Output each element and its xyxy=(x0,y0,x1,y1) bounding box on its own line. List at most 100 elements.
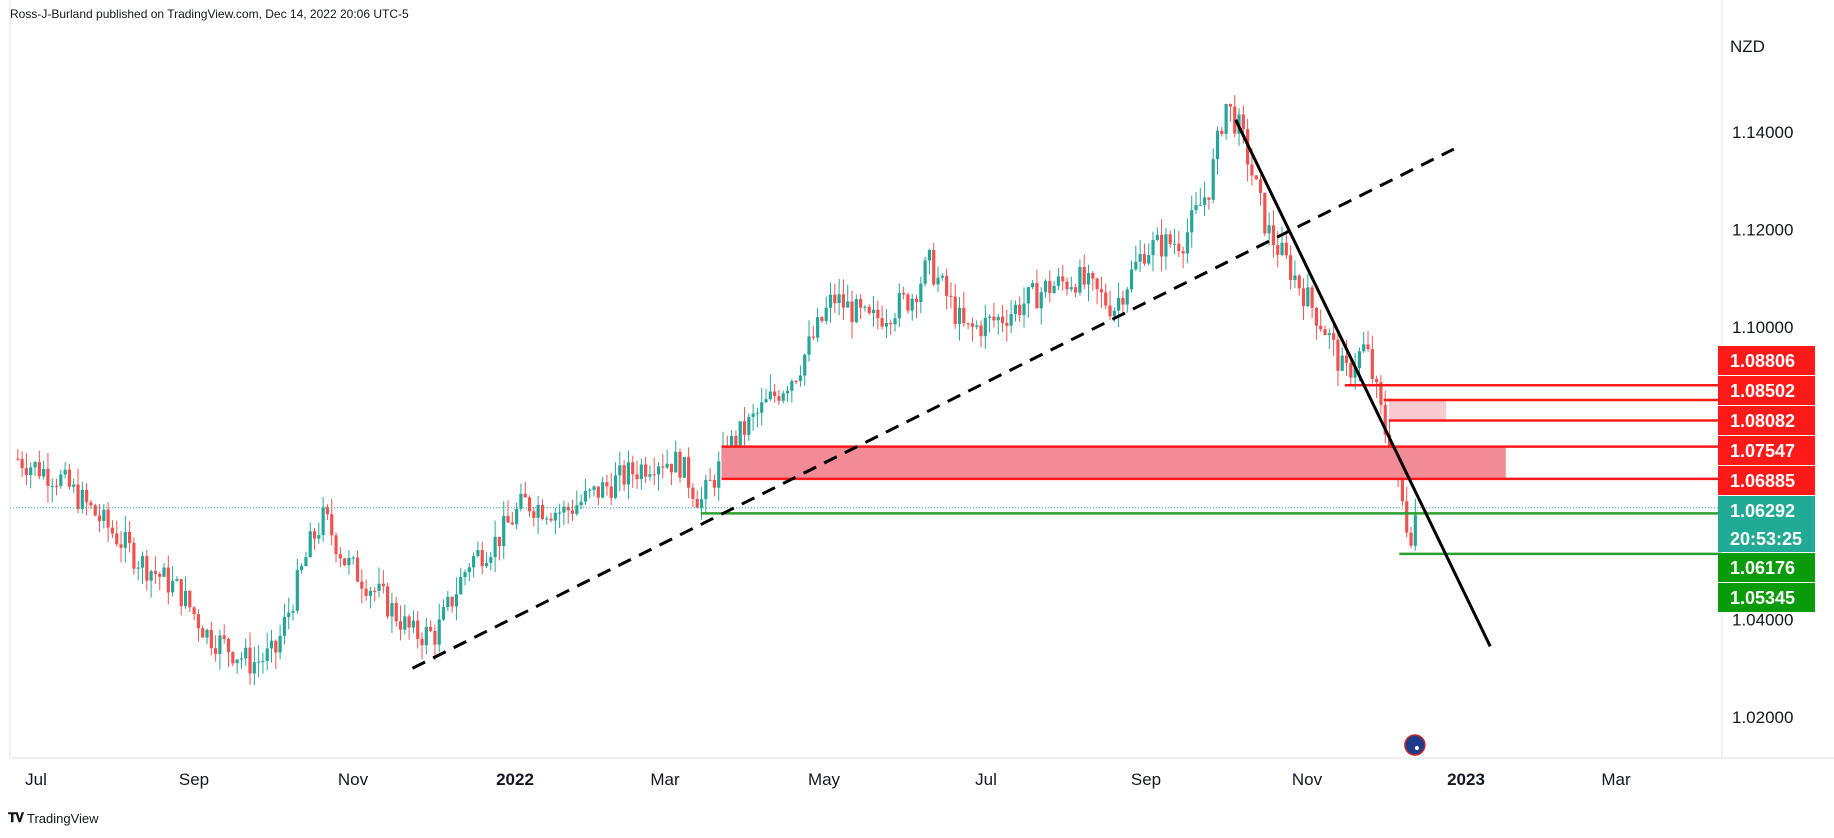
candle xyxy=(1267,212,1271,246)
candle xyxy=(1086,264,1091,302)
footer-branding: 𝐓𝐕 TradingView xyxy=(8,810,99,826)
candle xyxy=(403,604,407,635)
candle xyxy=(854,294,858,324)
bar-countdown: 20:53:25 xyxy=(1730,529,1802,549)
candle xyxy=(820,315,824,324)
candle xyxy=(527,495,532,517)
candle xyxy=(1293,260,1297,288)
candle xyxy=(1220,126,1224,137)
candle xyxy=(166,555,170,605)
candle xyxy=(24,453,29,486)
australia-flag-icon[interactable] xyxy=(1404,734,1426,756)
event-marker[interactable] xyxy=(1404,734,1426,756)
candle xyxy=(945,268,949,310)
candle xyxy=(282,603,287,645)
footer-brand: TradingView xyxy=(27,810,99,826)
candle xyxy=(1271,210,1276,258)
candle xyxy=(579,494,583,510)
candle xyxy=(269,629,274,663)
candle xyxy=(1383,390,1387,444)
candle xyxy=(910,294,914,321)
candle xyxy=(1108,290,1112,321)
solid-trendline[interactable] xyxy=(1234,119,1492,647)
candle xyxy=(433,624,437,661)
candle xyxy=(476,541,480,558)
candle xyxy=(656,462,661,491)
candle xyxy=(674,440,678,473)
candle xyxy=(510,512,514,526)
candle xyxy=(502,501,506,559)
price-axis[interactable]: NZD 1.14000 1.12000 1.10000 1.04000 1.02000 xyxy=(1730,37,1793,727)
trendline-layer[interactable] xyxy=(411,119,1492,670)
candle xyxy=(321,497,325,542)
candle xyxy=(919,276,923,314)
candle xyxy=(708,467,712,481)
candle xyxy=(785,386,790,402)
candle xyxy=(768,374,772,402)
candle xyxy=(338,547,342,568)
candle xyxy=(1061,264,1065,291)
supply-zone[interactable] xyxy=(721,446,1506,479)
price-tag: 1.08502 xyxy=(1718,376,1815,405)
price-tag-label: 1.07547 xyxy=(1730,441,1795,461)
candle xyxy=(523,481,527,498)
candle xyxy=(979,320,983,348)
candle xyxy=(1254,174,1258,180)
candle xyxy=(209,621,213,656)
candle xyxy=(1151,231,1155,272)
candle xyxy=(149,569,153,598)
candle xyxy=(1000,304,1005,333)
candle xyxy=(308,522,312,558)
candle xyxy=(932,242,936,287)
time-axis[interactable]: Jul Sep Nov 2022 Mar May Jul Sep Nov 2023 Mar xyxy=(25,770,1631,789)
candle xyxy=(416,611,420,649)
candle xyxy=(1147,243,1151,266)
candle xyxy=(777,389,781,406)
price-tag-label: 1.05345 xyxy=(1730,588,1795,608)
candle xyxy=(1323,325,1327,336)
candle xyxy=(992,303,996,328)
candle xyxy=(1306,273,1310,308)
candle xyxy=(196,609,201,642)
candle xyxy=(454,577,459,621)
price-tag: 1.07547 xyxy=(1718,436,1815,465)
candle xyxy=(1031,280,1035,290)
candle xyxy=(459,567,463,596)
candle xyxy=(411,610,416,634)
dashed-trendline[interactable] xyxy=(411,147,1455,670)
flag-star xyxy=(1414,746,1419,750)
candle xyxy=(639,458,643,490)
candle xyxy=(661,454,665,479)
candle xyxy=(1142,243,1147,266)
candle xyxy=(626,450,631,500)
candle xyxy=(424,618,428,655)
candle xyxy=(837,278,841,316)
candle xyxy=(871,295,876,327)
candle xyxy=(205,628,209,645)
currency-label: NZD xyxy=(1730,37,1765,56)
price-tick-label: 1.12000 xyxy=(1732,221,1793,240)
candle xyxy=(1215,126,1220,175)
candle xyxy=(325,504,330,521)
supply-zone-light[interactable] xyxy=(1388,400,1447,421)
candle xyxy=(1052,281,1056,294)
candle xyxy=(1069,276,1073,292)
candle xyxy=(1082,254,1086,290)
candle xyxy=(20,451,24,477)
candle xyxy=(235,659,239,674)
candle xyxy=(1160,219,1164,272)
candle xyxy=(59,469,63,489)
candle xyxy=(93,503,97,517)
candle xyxy=(1297,274,1301,296)
candle xyxy=(1284,230,1288,259)
candle xyxy=(717,451,721,501)
candle xyxy=(360,569,364,604)
candle xyxy=(824,296,828,325)
candle xyxy=(506,500,510,523)
candle xyxy=(880,305,884,330)
candle xyxy=(179,578,183,616)
candle xyxy=(957,296,962,341)
candle xyxy=(364,579,368,601)
candle xyxy=(76,468,80,514)
